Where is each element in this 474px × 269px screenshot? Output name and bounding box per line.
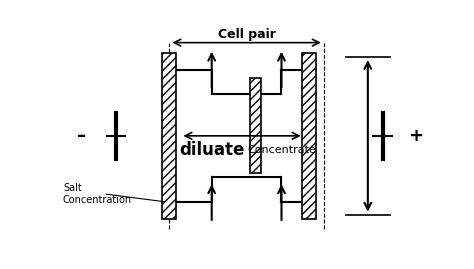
Text: Salt
Concentration: Salt Concentration xyxy=(63,183,132,205)
Bar xyxy=(250,78,261,173)
Text: Cell pair: Cell pair xyxy=(218,27,275,41)
Text: +: + xyxy=(408,127,423,145)
Text: Concentrate: Concentrate xyxy=(247,145,316,155)
Bar xyxy=(302,53,316,219)
Text: –: – xyxy=(77,127,86,145)
Text: diluate: diluate xyxy=(179,141,245,159)
Bar xyxy=(163,53,176,219)
